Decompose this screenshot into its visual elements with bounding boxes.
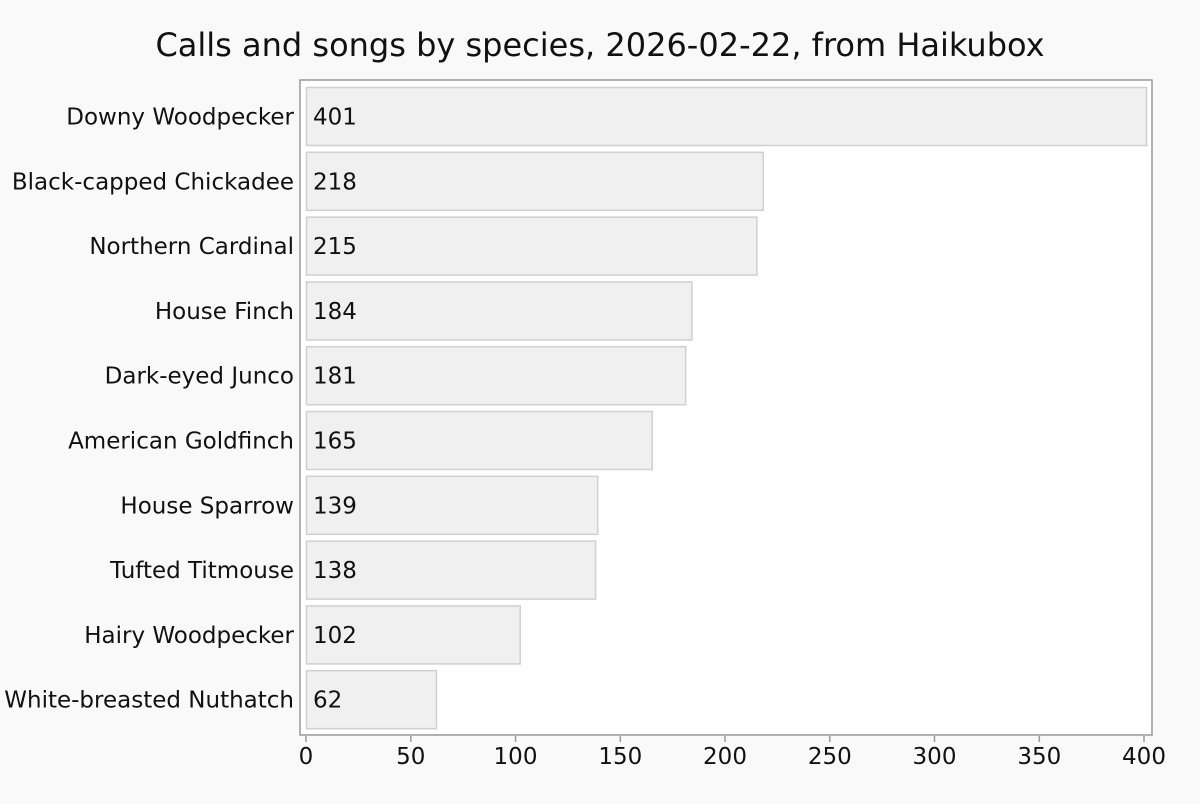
x-axis: 0 50 100 150 200 250 300 350 400	[299, 736, 1166, 770]
x-tick-label: 0	[299, 744, 314, 770]
bar-value-label: 218	[313, 169, 357, 195]
x-tick-label: 400	[1122, 744, 1166, 770]
bar-value-label: 62	[313, 688, 342, 714]
bar	[305, 281, 693, 341]
category-label: Black-capped Chickadee	[12, 169, 294, 195]
bar	[305, 605, 521, 665]
category-label: White-breasted Nuthatch	[4, 688, 294, 714]
bar	[305, 669, 438, 730]
x-tick-label: 100	[494, 744, 538, 770]
bar-value-label: 165	[313, 429, 357, 455]
bar-value-label: 181	[313, 364, 357, 390]
bar-value-label: 138	[313, 558, 357, 584]
bar-value-label: 184	[313, 299, 357, 325]
bar	[305, 216, 758, 276]
bar-value-label: 102	[313, 623, 357, 649]
category-label: Northern Cardinal	[89, 234, 294, 260]
category-label: Hairy Woodpecker	[84, 623, 294, 649]
chart-title: Calls and songs by species, 2026-02-22, …	[155, 26, 1044, 64]
bar	[305, 410, 653, 471]
category-label: American Goldfinch	[68, 429, 294, 455]
category-label: House Sparrow	[120, 493, 294, 519]
bar	[305, 86, 1148, 147]
x-tick-label: 150	[598, 744, 642, 770]
x-tick-label: 350	[1017, 744, 1061, 770]
category-labels: Downy Woodpecker Black-capped Chickadee No…	[4, 105, 294, 714]
bar	[305, 151, 764, 212]
x-tick-label: 300	[913, 744, 957, 770]
bar	[305, 475, 599, 536]
x-tick-label: 250	[808, 744, 852, 770]
bar	[305, 540, 597, 600]
category-label: Downy Woodpecker	[66, 105, 294, 131]
category-label: House Finch	[155, 299, 294, 325]
x-tick-label: 50	[396, 744, 425, 770]
bar-value-label: 215	[313, 234, 357, 260]
bars-layer: 401 218 215 184 181 165 139 138 102 62	[305, 86, 1148, 730]
bar	[305, 345, 687, 406]
x-tick-label: 200	[703, 744, 747, 770]
bar-value-label: 139	[313, 493, 357, 519]
bar-value-label: 401	[313, 105, 357, 131]
category-label: Tufted Titmouse	[109, 558, 294, 584]
category-label: Dark-eyed Junco	[105, 364, 294, 390]
